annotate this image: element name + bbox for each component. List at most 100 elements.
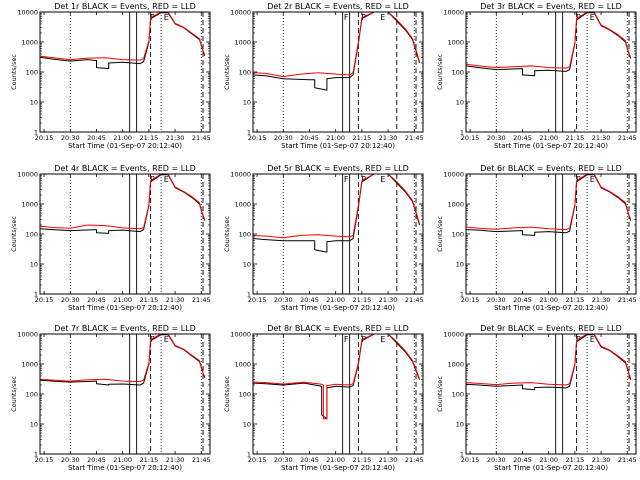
chart-7-series-1-line (252, 333, 420, 420)
chart-4-xlabel: Start Time (01-Sep-07 20:12:40) (281, 304, 395, 312)
chart-1-marker-label-0: F (344, 13, 349, 22)
chart-3-xtick-label-0: 20:15 (35, 296, 54, 304)
chart-8-xtick-label-6: 21:45 (618, 456, 637, 464)
chart-6-xtick-label-6: 21:45 (192, 456, 211, 464)
chart-8-frame (465, 333, 637, 455)
chart-1-ytick-label-0: 1 (247, 129, 251, 137)
chart-2-xlabel: Start Time (01-Sep-07 20:12:40) (494, 142, 608, 150)
chart-3-xtick-label-3: 21:00 (113, 296, 132, 304)
chart-3-ytick-label-1: 10 (30, 261, 38, 269)
chart-0-xtick-label-2: 20:45 (87, 134, 106, 142)
chart-6-xtick-label-5: 21:30 (166, 456, 185, 464)
chart-0-xtick-label-1: 20:30 (61, 134, 80, 142)
chart-0-xtick-label-6: 21:45 (192, 134, 211, 142)
chart-4-ytick-label-4: 10000 (230, 171, 251, 179)
chart-1-series-0-line (252, 11, 420, 91)
chart-7-ytick-label-2: 100 (239, 391, 251, 399)
chart-6-xtick-label-1: 20:30 (61, 456, 80, 464)
chart-4-title: Det 5r BLACK = Events, RED = LLD (267, 164, 409, 173)
chart-7-frame (252, 333, 424, 455)
chart-1-xtick-label-1: 20:30 (274, 134, 293, 142)
chart-1-xtick-label-3: 21:00 (326, 134, 345, 142)
chart-1-ytick-label-2: 100 (239, 69, 251, 77)
chart-6-series-1-line (39, 333, 206, 383)
chart-5-xtick-label-4: 21:15 (566, 296, 585, 304)
chart-1-ytick-label-3: 1000 (234, 39, 251, 47)
chart-5-xtick-label-6: 21:45 (618, 296, 637, 304)
chart-2-xtick-label-3: 21:00 (539, 134, 558, 142)
chart-8-xtick-label-5: 21:30 (592, 456, 611, 464)
chart-7-ylabel: Counts/sec (223, 376, 231, 412)
chart-4-ylabel: Counts/sec (223, 216, 231, 252)
chart-5-xtick-label-2: 20:45 (513, 296, 532, 304)
chart-2-ytick-label-0: 1 (460, 129, 464, 137)
chart-0-xlabel: Start Time (01-Sep-07 20:12:40) (68, 142, 182, 150)
chart-7-ytick-label-3: 1000 (234, 361, 251, 369)
chart-0-xtick-label-5: 21:30 (166, 134, 185, 142)
chart-4-xtick-label-5: 21:30 (379, 296, 398, 304)
chart-0-ytick-label-2: 100 (26, 69, 38, 77)
chart-4-frame (252, 173, 424, 295)
chart-0-series-0-line (39, 12, 206, 70)
chart-6-ytick-label-3: 1000 (21, 361, 38, 369)
chart-1-xtick-label-4: 21:15 (353, 134, 372, 142)
chart-4-xtick-label-2: 20:45 (300, 296, 319, 304)
chart-1-frame (252, 11, 424, 133)
chart-4-xtick-label-0: 20:15 (248, 296, 267, 304)
chart-0-series-1-line (39, 11, 206, 61)
chart-5-xtick-label-1: 20:30 (487, 296, 506, 304)
chart-5-series-1-line (465, 173, 632, 231)
chart-2-ytick-label-2: 100 (452, 69, 464, 77)
chart-8-title: Det 9r BLACK = Events, RED = LLD (480, 324, 622, 333)
chart-3-ytick-label-4: 10000 (17, 171, 38, 179)
chart-2-ylabel: Counts/sec (436, 54, 444, 90)
chart-4-xtick-label-6: 21:45 (405, 296, 424, 304)
chart-8-series-0-line (465, 334, 632, 391)
chart-7-xtick-label-2: 20:45 (300, 456, 319, 464)
chart-8-ytick-label-1: 10 (456, 421, 464, 429)
chart-5-ytick-label-4: 10000 (443, 171, 464, 179)
chart-1-series-1-line (252, 11, 420, 78)
chart-6-series-0-line (39, 334, 206, 386)
chart-3-xtick-label-4: 21:15 (140, 296, 159, 304)
chart-3-xlabel: Start Time (01-Sep-07 20:12:40) (68, 304, 182, 312)
chart-5-xlabel: Start Time (01-Sep-07 20:12:40) (494, 304, 608, 312)
chart-1-ytick-label-4: 10000 (230, 9, 251, 17)
chart-4-ytick-label-0: 1 (247, 291, 251, 299)
chart-2-marker-label-1: E (590, 13, 595, 22)
chart-8-marker-label-1: E (590, 335, 595, 344)
chart-0-ytick-label-4: 10000 (17, 9, 38, 17)
chart-2-xtick-label-1: 20:30 (487, 134, 506, 142)
chart-6-title: Det 7r BLACK = Events, RED = LLD (54, 324, 196, 333)
chart-0-ytick-label-0: 1 (34, 129, 38, 137)
chart-5-ytick-label-3: 1000 (447, 201, 464, 209)
chart-7-xtick-label-0: 20:15 (248, 456, 267, 464)
chart-5-xtick-label-3: 21:00 (539, 296, 558, 304)
chart-1-xtick-label-6: 21:45 (405, 134, 424, 142)
chart-6-marker-label-1: E (164, 335, 169, 344)
chart-7-xlabel: Start Time (01-Sep-07 20:12:40) (281, 464, 395, 472)
chart-3-xtick-label-1: 20:30 (61, 296, 80, 304)
chart-1-ytick-label-1: 10 (243, 99, 251, 107)
chart-0-xtick-label-0: 20:15 (35, 134, 54, 142)
chart-5-marker-label-1: E (590, 175, 595, 184)
chart-8-xtick-label-4: 21:15 (566, 456, 585, 464)
chart-8-ylabel: Counts/sec (436, 376, 444, 412)
chart-4-series-1-line (252, 173, 420, 239)
chart-2-ytick-label-1: 10 (456, 99, 464, 107)
chart-8-series-1-line (465, 333, 632, 386)
chart-8-ytick-label-4: 10000 (443, 331, 464, 339)
chart-0-ylabel: Counts/sec (10, 54, 18, 90)
chart-7-ytick-label-1: 10 (243, 421, 251, 429)
chart-8-ytick-label-0: 1 (460, 451, 464, 459)
chart-4-ytick-label-2: 100 (239, 231, 251, 239)
chart-0-ytick-label-1: 10 (30, 99, 38, 107)
chart-6-xtick-label-0: 20:15 (35, 456, 54, 464)
chart-3-xtick-label-6: 21:45 (192, 296, 211, 304)
